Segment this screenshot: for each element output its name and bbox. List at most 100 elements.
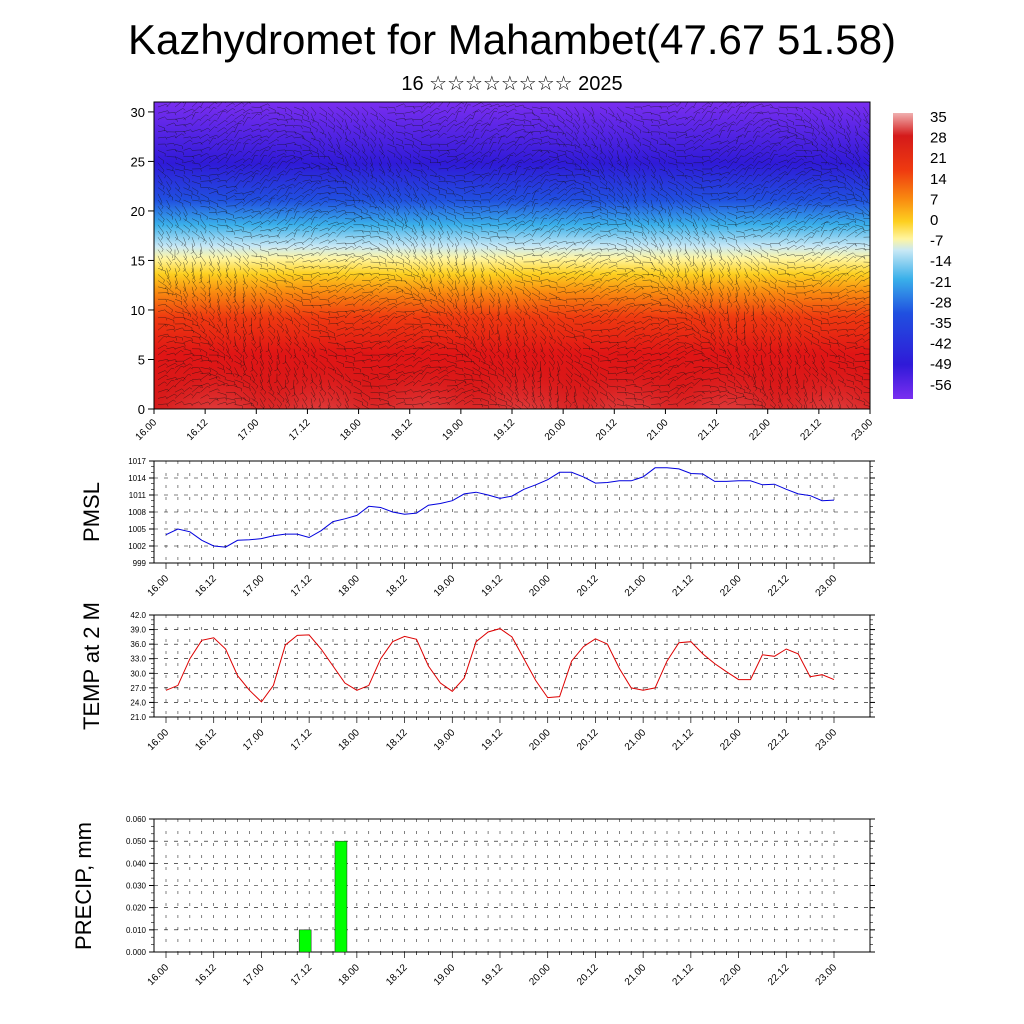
colorbar: 35 28 21 14 7 0 -7 -14 -21 -28 -35 -42 -49 -56 — [893, 109, 952, 399]
temp-y-tick-label: 39.0 — [130, 626, 146, 635]
pmsl-y-tick-label: 1008 — [128, 508, 146, 517]
pmsl-x-tick-label: 16.00 — [146, 573, 172, 599]
colorbar-label: -35 — [930, 315, 952, 332]
temp-x-tick-label: 21.12 — [671, 727, 697, 753]
colorbar-label: -56 — [930, 377, 952, 394]
temp-y-tick-label: 42.0 — [130, 611, 146, 620]
precip-ylabel: PRECIP, mm — [71, 822, 96, 950]
pmsl-y-tick-label: 1002 — [128, 542, 146, 551]
profile-y-axis: 0 5 10 15 20 25 30 — [131, 105, 154, 417]
pmsl-grid — [154, 460, 870, 564]
temp-y-tick-label: 27.0 — [130, 684, 146, 693]
pmsl-line — [165, 467, 835, 548]
colorbar-bar — [893, 113, 913, 399]
precip-x-tick-label: 23.00 — [814, 962, 840, 988]
pmsl-x-tick-label: 20.00 — [527, 573, 553, 599]
profile-x-tick-label: 22.00 — [747, 417, 773, 443]
pmsl-x-tick-label: 18.00 — [337, 573, 363, 599]
temp-x-tick-label: 20.12 — [575, 727, 601, 753]
colorbar-label: -14 — [930, 253, 952, 270]
profile-y-tick-label: 30 — [131, 105, 145, 120]
colorbar-label: -28 — [930, 294, 952, 311]
warm-area — [565, 337, 690, 409]
pmsl-x-tick-label: 19.00 — [432, 573, 458, 599]
pmsl-axes: 999 1002 1005 1008 1011 1014 1017 16.00 16.12 17.… — [128, 457, 875, 599]
temp-x-tick-label: 16.00 — [146, 727, 172, 753]
profile-x-tick-label: 19.00 — [441, 417, 467, 443]
precip-x-tick-label: 22.00 — [718, 962, 744, 988]
temp-x-tick-label: 18.12 — [384, 727, 410, 753]
profile-y-tick-label: 0 — [138, 402, 145, 417]
precip-x-tick-label: 18.00 — [337, 962, 363, 988]
colorbar-label: -49 — [930, 356, 952, 373]
pmsl-x-tick-label: 20.12 — [575, 573, 601, 599]
temp-y-tick-label: 21.0 — [130, 713, 146, 722]
precip-grid — [154, 818, 870, 953]
profile-x-axis: 16.00 16.12 17.00 17.12 18.00 18.12 19.00 19.12… — [134, 409, 876, 443]
temp-y-tick-label: 33.0 — [130, 655, 146, 664]
temp-x-tick-label: 23.00 — [814, 727, 840, 753]
pmsl-y-tick-label: 999 — [133, 559, 147, 568]
profile-x-tick-label: 21.00 — [645, 417, 671, 443]
temp-x-tick-label: 17.12 — [289, 727, 315, 753]
profile-x-tick-label: 23.00 — [850, 417, 876, 443]
precip-bar — [334, 840, 348, 953]
colorbar-label: -7 — [930, 233, 943, 250]
warm-area — [155, 337, 280, 409]
pmsl-ylabel: PMSL — [79, 482, 104, 542]
profile-y-tick-label: 20 — [131, 204, 145, 219]
temp-x-tick-label: 22.00 — [718, 727, 744, 753]
precip-x-tick-label: 18.12 — [384, 962, 410, 988]
profile-x-tick-label: 18.12 — [389, 417, 415, 443]
precip-y-tick-label: 0.010 — [126, 926, 147, 935]
colorbar-label: 0 — [930, 212, 938, 229]
precip-x-tick-label: 16.12 — [193, 962, 219, 988]
profile-y-tick-label: 15 — [131, 253, 145, 268]
pmsl-x-tick-label: 17.12 — [289, 573, 315, 599]
temp-y-tick-label: 24.0 — [130, 698, 146, 707]
temp-ylabel: TEMP at 2 M — [79, 602, 104, 730]
pmsl-y-tick-label: 1005 — [128, 525, 146, 534]
precip-x-tick-label: 16.00 — [146, 962, 172, 988]
pmsl-y-tick-label: 1017 — [128, 457, 146, 466]
precipitation-panel: 0.000 0.010 0.020 0.030 0.040 0.050 0.060 16.00… — [71, 815, 875, 988]
precip-axes: 0.000 0.010 0.020 0.030 0.040 0.050 0.060 16.00… — [126, 815, 875, 988]
profile-x-tick-label: 20.12 — [594, 417, 620, 443]
colorbar-label: 7 — [930, 191, 938, 208]
precip-x-tick-label: 22.12 — [766, 962, 792, 988]
temp-x-tick-label: 20.00 — [527, 727, 553, 753]
precip-frame — [153, 818, 871, 953]
pmsl-x-tick-label: 16.12 — [193, 573, 219, 599]
temp-x-tick-label: 21.00 — [623, 727, 649, 753]
profile-x-tick-label: 19.12 — [492, 417, 518, 443]
pmsl-y-tick-label: 1014 — [128, 474, 146, 483]
colorbar-label: 21 — [930, 150, 947, 167]
colorbar-label: 28 — [930, 130, 947, 147]
profile-x-tick-label: 17.00 — [236, 417, 262, 443]
temp-y-tick-label: 36.0 — [130, 640, 146, 649]
precip-x-tick-label: 17.00 — [241, 962, 267, 988]
precip-y-tick-label: 0.060 — [126, 815, 147, 824]
precip-bar — [298, 929, 312, 953]
precip-x-tick-label: 17.12 — [289, 962, 315, 988]
precip-y-tick-label: 0.050 — [126, 837, 147, 846]
pmsl-y-tick-label: 1011 — [129, 491, 147, 500]
colorbar-label: 14 — [930, 171, 947, 188]
pmsl-x-tick-label: 23.00 — [814, 573, 840, 599]
pmsl-x-tick-label: 19.12 — [480, 573, 506, 599]
profile-x-tick-label: 17.12 — [287, 417, 313, 443]
temperature-panel: 21.0 24.0 27.0 30.0 33.0 36.0 39.0 42.0 16.00 16.… — [79, 602, 875, 753]
precip-x-tick-label: 19.12 — [480, 962, 506, 988]
warm-area — [667, 337, 792, 409]
temperature-line — [165, 628, 835, 703]
profile-x-tick-label: 22.12 — [799, 417, 825, 443]
precip-x-tick-label: 21.00 — [623, 962, 649, 988]
precip-bars — [298, 840, 348, 953]
profile-x-tick-label: 16.12 — [185, 417, 211, 443]
temp-x-tick-label: 22.12 — [766, 727, 792, 753]
warm-area — [769, 337, 870, 409]
colorbar-label: 35 — [930, 109, 947, 126]
precip-y-tick-label: 0.020 — [126, 904, 147, 913]
temp-x-tick-label: 19.12 — [480, 727, 506, 753]
